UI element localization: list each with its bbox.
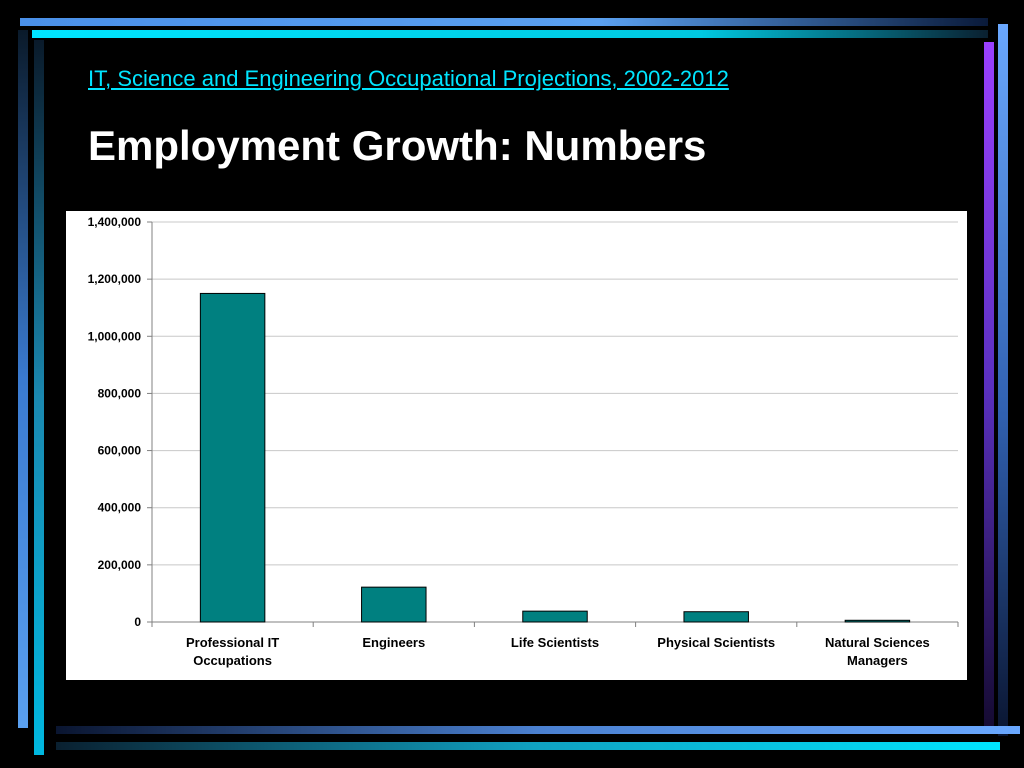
decorative-bar-top-outer xyxy=(20,18,988,26)
chart-panel: 0 200,000 400,000 600,000 800,000 1,000,000 1,… xyxy=(66,211,967,680)
y-tick-label: 1,200,000 xyxy=(88,272,142,286)
decorative-bar-top-inner xyxy=(32,30,988,38)
y-tick-label: 800,000 xyxy=(98,386,142,400)
y-tick-label: 1,000,000 xyxy=(88,329,142,343)
slide-subtitle-link[interactable]: IT, Science and Engineering Occupational… xyxy=(88,66,729,91)
decorative-bar-right-outer xyxy=(998,24,1008,736)
bar xyxy=(683,611,749,623)
y-tick-label: 600,000 xyxy=(98,444,142,458)
bar-chart: 0 200,000 400,000 600,000 800,000 1,000,000 1,… xyxy=(88,215,959,668)
decorative-bar-right-inner xyxy=(984,42,994,732)
x-category-label: Professional IT xyxy=(186,635,279,650)
decorative-bar-left-outer xyxy=(18,30,28,728)
y-tick-label: 200,000 xyxy=(98,558,142,572)
y-tick-label: 400,000 xyxy=(98,501,142,515)
x-category-label: Occupations xyxy=(193,653,272,668)
x-category-label: Natural Sciences xyxy=(825,635,930,650)
bar xyxy=(361,586,427,623)
decorative-bar-bottom-lower xyxy=(56,742,1000,750)
x-category-label: Engineers xyxy=(362,635,425,650)
x-category-label: Physical Scientists xyxy=(657,635,775,650)
x-category-label: Managers xyxy=(847,653,908,668)
bar xyxy=(844,619,911,623)
x-category-label: Life Scientists xyxy=(511,635,599,650)
decorative-bar-bottom-upper xyxy=(56,726,1020,734)
bar xyxy=(199,292,266,623)
y-tick-label: 1,400,000 xyxy=(88,215,142,229)
y-tick-label: 0 xyxy=(134,615,141,629)
bar xyxy=(522,610,588,623)
decorative-bar-left-inner xyxy=(34,40,44,755)
slide-title: Employment Growth: Numbers xyxy=(88,122,707,169)
